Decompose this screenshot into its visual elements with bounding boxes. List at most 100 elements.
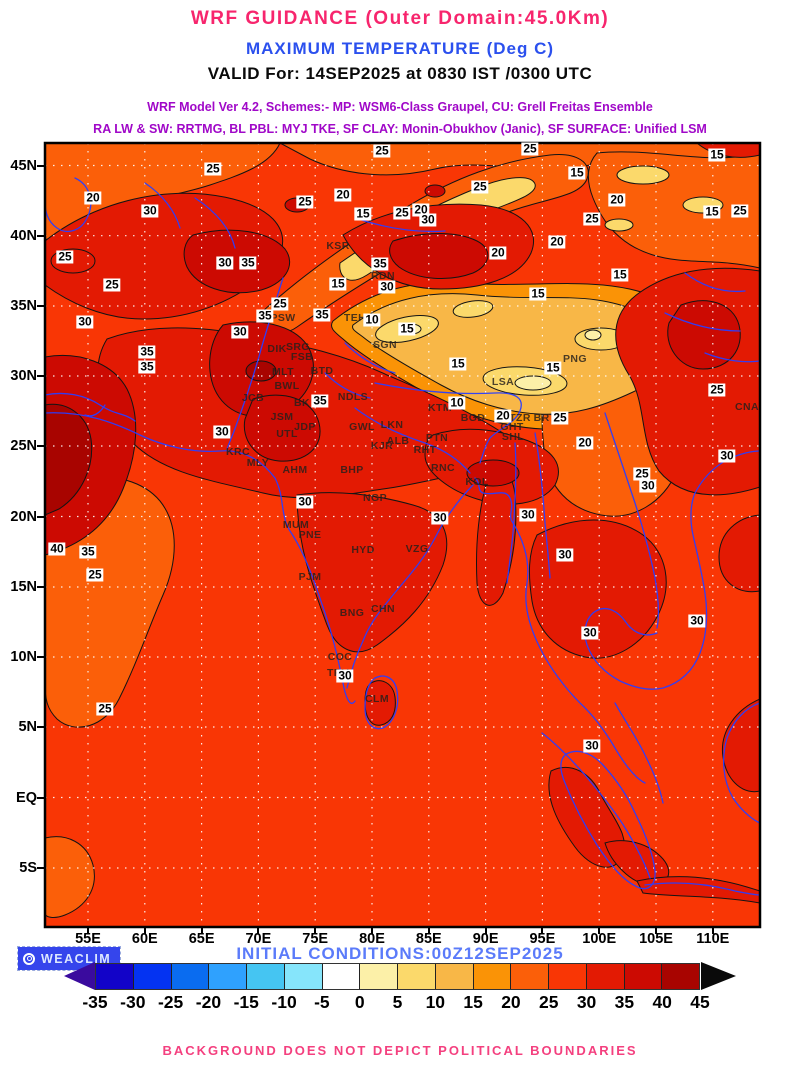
station-label: PTN xyxy=(425,432,449,444)
contour-label: 35 xyxy=(138,344,156,359)
valid-time-line: VALID For: 14SEP2025 at 0830 IST /0300 U… xyxy=(207,64,593,83)
colorbar-segment xyxy=(662,964,699,989)
colorbar-tick-label: 40 xyxy=(652,992,672,1012)
colorbar-segment xyxy=(247,964,285,989)
y-axis-label: 10N xyxy=(10,649,37,665)
station-label: SGN xyxy=(373,339,397,351)
disclaimer-text: BACKGROUND DOES NOT DEPICT POLITICAL BOU… xyxy=(162,1043,638,1058)
station-label: BK xyxy=(294,397,310,409)
y-axis-tick xyxy=(37,867,45,869)
map-frame xyxy=(43,141,762,929)
contour-label: 40 xyxy=(48,541,66,556)
contour-label: 30 xyxy=(296,494,314,509)
colorbar-tick-label: -35 xyxy=(82,992,108,1012)
x-axis-tick xyxy=(484,928,487,934)
initial-conditions-line: INITIAL CONDITIONS:00Z12SEP2025 xyxy=(236,944,564,963)
contour-label: 30 xyxy=(141,203,159,218)
station-label: BRT xyxy=(533,412,557,424)
contour-label: 30 xyxy=(231,324,249,339)
contour-label: 30 xyxy=(378,279,396,294)
station-label: CHN xyxy=(371,603,395,615)
station-label: NDLS xyxy=(337,391,369,403)
contour-label: 20 xyxy=(489,245,507,260)
y-axis-label: 35N xyxy=(10,298,37,314)
y-axis-label: 25N xyxy=(10,438,37,454)
contour-label: 25 xyxy=(551,410,569,425)
y-axis-label: 5S xyxy=(19,860,37,876)
contour-label: 15 xyxy=(529,286,547,301)
station-label: GWL xyxy=(349,421,375,433)
station-label: DIK xyxy=(267,343,287,355)
colorbar-left-arrow xyxy=(64,962,95,990)
station-label: SRG xyxy=(286,341,310,353)
station-label: LKN xyxy=(380,419,404,431)
colorbar-segment xyxy=(96,964,134,989)
station-label: RNC xyxy=(431,462,455,474)
station-label: KSR xyxy=(326,240,350,252)
contour-label: 15 xyxy=(449,356,467,371)
contour-label: 25 xyxy=(583,211,601,226)
colorbar-tick-label: -20 xyxy=(195,992,222,1012)
station-label: JDP xyxy=(294,421,316,433)
contour-label: 35 xyxy=(239,255,257,270)
contour-label: 15 xyxy=(611,267,629,282)
station-label: CLM xyxy=(365,693,389,705)
contour-label: 20 xyxy=(412,202,430,217)
x-axis-tick xyxy=(257,928,260,934)
station-label: BTD xyxy=(310,365,334,377)
colorbar-segment xyxy=(209,964,247,989)
x-axis-label: 80E xyxy=(359,931,385,947)
station-label: KOL xyxy=(465,476,489,488)
station-label: JCB xyxy=(241,392,265,404)
station-label: CNA xyxy=(735,401,759,413)
contour-label: 15 xyxy=(708,147,726,162)
contour-label: 35 xyxy=(311,393,329,408)
y-axis-label: 15N xyxy=(10,579,37,595)
station-label: BWL xyxy=(274,380,300,392)
colorbar-segment xyxy=(435,964,474,989)
station-label: MUM xyxy=(282,519,310,531)
y-axis-tick xyxy=(37,586,45,588)
contour-label: 25 xyxy=(708,382,726,397)
contour-label: 20 xyxy=(494,408,512,423)
model-config-line-1: WRF Model Ver 4.2, Schemes:- MP: WSM6-Cl… xyxy=(147,100,653,114)
colorbar-tick-label: -15 xyxy=(233,992,259,1012)
station-label: NGP xyxy=(363,492,387,504)
x-axis-tick xyxy=(655,928,657,934)
contour-label: 10 xyxy=(363,312,381,327)
x-axis-label: 65E xyxy=(188,931,215,947)
colorbar-segment xyxy=(133,964,172,989)
contour-label: 25 xyxy=(271,296,289,311)
colorbar-segment xyxy=(586,964,625,989)
contour-label: 20 xyxy=(608,192,626,207)
station-label: RDN xyxy=(371,270,395,282)
contour-label: 30 xyxy=(583,738,601,753)
station-label: PNE xyxy=(298,529,322,541)
y-axis-label: 20N xyxy=(10,508,37,525)
station-label: ALB xyxy=(386,435,410,447)
y-axis-label: 5N xyxy=(18,719,37,735)
station-label: TEH xyxy=(343,312,367,324)
colorbar-segment xyxy=(473,964,512,989)
lat-lon-gridlines xyxy=(45,143,760,927)
contour-label: 30 xyxy=(688,613,706,628)
colorbar-segment xyxy=(624,964,663,989)
colorbar-tick-labels: -35 -30 -25 -20 -15 -10 -5 0 5 10 15 20 25 30 35 40 45 xyxy=(82,992,709,1016)
colorbar-segment xyxy=(511,964,549,989)
x-axis-tick xyxy=(541,928,544,934)
colorbar-tick-label: 20 xyxy=(501,992,521,1012)
contour-label: 25 xyxy=(296,194,314,209)
x-axis-label: 95E xyxy=(529,931,556,947)
x-axis-label: 55E xyxy=(75,931,101,947)
station-label: UTL xyxy=(276,428,298,440)
station-label: AHM xyxy=(282,464,308,476)
colorbar-tick-label: 45 xyxy=(690,992,710,1012)
contour-label: 30 xyxy=(336,668,354,683)
station-label: PNG xyxy=(563,353,587,365)
coastlines-rivers xyxy=(45,177,760,896)
x-axis-tick xyxy=(314,928,317,934)
contour-label: 35 xyxy=(138,359,156,374)
contour-label: 35 xyxy=(256,308,274,323)
contour-label: 15 xyxy=(354,206,372,221)
y-axis-label: EQ xyxy=(16,789,37,806)
